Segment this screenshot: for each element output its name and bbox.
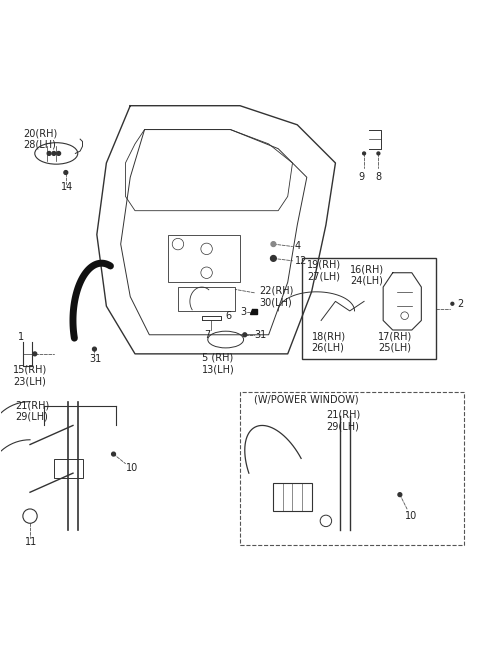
Text: 7: 7 <box>204 330 210 340</box>
Text: 8: 8 <box>375 172 382 182</box>
Circle shape <box>64 170 68 174</box>
Circle shape <box>398 493 402 496</box>
Text: 19(RH)
27(LH): 19(RH) 27(LH) <box>307 259 341 281</box>
Bar <box>178 287 235 311</box>
Bar <box>240 392 464 544</box>
Text: 14: 14 <box>61 182 73 192</box>
Bar <box>302 259 436 358</box>
Circle shape <box>112 452 116 456</box>
Circle shape <box>243 333 247 337</box>
Text: 15(RH)
23(LH): 15(RH) 23(LH) <box>13 364 48 386</box>
Circle shape <box>271 255 276 261</box>
Text: 1: 1 <box>18 332 24 342</box>
Text: 21(RH)
29(LH): 21(RH) 29(LH) <box>326 410 360 432</box>
Text: 18(RH)
26(LH): 18(RH) 26(LH) <box>312 331 346 352</box>
Text: 20(RH)
28(LH): 20(RH) 28(LH) <box>23 128 57 150</box>
Circle shape <box>363 152 365 155</box>
Polygon shape <box>250 308 257 314</box>
Text: 2: 2 <box>457 299 463 309</box>
Circle shape <box>33 352 36 356</box>
Text: 5 (RH)
13(LH): 5 (RH) 13(LH) <box>202 352 235 374</box>
Circle shape <box>57 152 60 155</box>
Circle shape <box>377 152 380 155</box>
Text: 16(RH)
24(LH): 16(RH) 24(LH) <box>350 264 384 286</box>
Text: 4: 4 <box>295 242 301 251</box>
Text: 22(RH)
30(LH): 22(RH) 30(LH) <box>259 286 293 308</box>
Circle shape <box>47 152 51 155</box>
Text: 10: 10 <box>125 463 138 473</box>
Circle shape <box>451 302 454 305</box>
Text: 31: 31 <box>90 354 102 364</box>
Bar <box>54 459 83 478</box>
Circle shape <box>52 152 56 155</box>
Text: 17(RH)
25(LH): 17(RH) 25(LH) <box>378 331 413 352</box>
Text: 9: 9 <box>359 172 365 182</box>
Text: 3: 3 <box>240 307 246 317</box>
Text: 11: 11 <box>25 537 37 547</box>
Text: 12: 12 <box>295 256 307 266</box>
Text: 21(RH)
29(LH): 21(RH) 29(LH) <box>16 401 50 422</box>
Text: 6: 6 <box>226 311 232 321</box>
Circle shape <box>93 347 96 351</box>
Text: (W/POWER WINDOW): (W/POWER WINDOW) <box>254 394 359 404</box>
Bar <box>274 482 312 512</box>
Circle shape <box>271 242 276 246</box>
Bar <box>168 234 240 282</box>
Text: 10: 10 <box>405 511 417 521</box>
Text: 31: 31 <box>254 330 266 340</box>
